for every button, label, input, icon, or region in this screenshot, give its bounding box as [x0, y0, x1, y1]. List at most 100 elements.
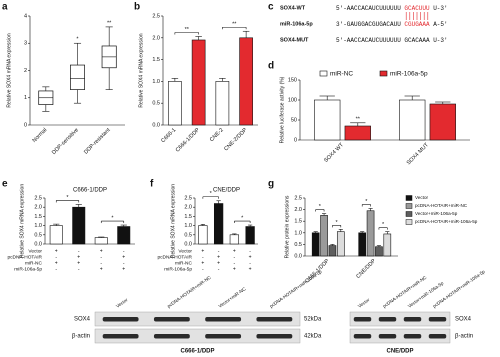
- blot-band: [428, 334, 447, 339]
- lane-label: pcDNA-HOTAIR+miR-NC: [166, 274, 212, 308]
- lane-label: pcDNA-HOTAIR+miR-NC: [382, 274, 428, 308]
- panel-label: c: [268, 2, 274, 13]
- condition-mark: +: [122, 266, 125, 272]
- significance: **: [107, 20, 112, 26]
- condition-mark: -: [249, 248, 251, 254]
- panel-label: b: [134, 2, 140, 13]
- significance: *: [241, 216, 244, 222]
- sequence: 3'-GAUGGACGUGACAUU CGUGAAA A-5': [336, 21, 448, 28]
- y-tick-label: 1.5: [152, 57, 160, 63]
- y-tick-label: 2.5: [294, 195, 302, 201]
- bar: [383, 233, 392, 257]
- condition-mark: -: [234, 260, 236, 266]
- y-tick-label: 0: [294, 137, 297, 143]
- condition-mark: -: [100, 260, 102, 266]
- condition-mark: -: [123, 248, 125, 254]
- binding-site: GCACAAA: [404, 37, 430, 44]
- legend-label: pcDNA-HOTAIR+miR-106a-5p: [415, 219, 478, 224]
- bar: [191, 39, 206, 126]
- legend-label: miR-NC: [330, 71, 353, 78]
- condition-label: miR-106a-5p: [14, 266, 42, 272]
- blot-band: [353, 334, 372, 339]
- bar: [117, 226, 131, 245]
- blot-band: [378, 334, 397, 339]
- y-tick-label: 0: [24, 122, 27, 128]
- y-tick-label: 1.0: [152, 79, 160, 85]
- lane-label: Vector: [357, 297, 371, 309]
- bar: [344, 125, 371, 141]
- significance: *: [319, 204, 322, 210]
- condition-mark: +: [217, 254, 220, 260]
- significance: *: [76, 37, 79, 43]
- y-tick-label: 0.5: [152, 101, 160, 107]
- x-tick-label: C666-1/DDP: [175, 127, 202, 154]
- y-axis-label: Relative SOX4 mRNA expression: [19, 184, 25, 258]
- condition-mark: -: [249, 260, 251, 266]
- y-tick-label: 0.0: [184, 241, 192, 247]
- legend-label: pcDNA-HOTAIR+miR-NC: [415, 203, 468, 208]
- y-tick-label: 100: [288, 97, 297, 103]
- condition-label: pcDNA-HOTAIR: [7, 254, 42, 260]
- blot-band: [153, 317, 190, 322]
- significance: *: [365, 199, 368, 205]
- sequence-part: A-5': [433, 21, 447, 28]
- bar: [229, 234, 240, 245]
- row-label: SOX4: [74, 317, 91, 323]
- panel-label: e: [2, 179, 8, 190]
- sequence-name: SOX4-WT: [280, 5, 306, 11]
- panel-label: d: [268, 61, 274, 72]
- chart-title: C666-1/DDP: [73, 188, 107, 194]
- condition-mark: +: [77, 260, 80, 266]
- y-tick-label: 2.0: [34, 205, 42, 211]
- condition-label: pcDNA-HOTAIR: [157, 254, 192, 260]
- blot-band: [403, 317, 422, 322]
- condition-mark: +: [100, 266, 103, 272]
- condition-mark: +: [55, 260, 58, 266]
- condition-label: Vector: [178, 248, 192, 254]
- condition-mark: -: [55, 266, 57, 272]
- blot-band: [353, 317, 372, 322]
- y-tick-label: 2: [24, 68, 27, 74]
- bar: [198, 225, 208, 245]
- blot-band: [378, 317, 397, 322]
- blot-band: [205, 334, 242, 339]
- bar: [94, 237, 108, 245]
- lane-label: Vector+miR-NC: [218, 286, 248, 309]
- condition-label: miR-106a-5p: [164, 266, 192, 272]
- bar: [320, 215, 328, 257]
- sequence-part: U-3': [433, 37, 447, 44]
- y-tick-label: 0.0: [152, 122, 160, 128]
- y-axis-label: Relative SOX4 mRNA expression: [170, 184, 176, 258]
- sequence-part: 3'-GAUGGACGUGACAUU: [336, 21, 401, 28]
- y-tick-label: 1: [24, 95, 27, 101]
- row-label: β-actin: [455, 334, 473, 340]
- panel-label: f: [150, 179, 154, 190]
- bar: [399, 99, 426, 141]
- box: [70, 64, 85, 90]
- legend-swatch: [319, 70, 328, 77]
- sequence-part: 5'-AACCACAUCUUUUUU: [336, 37, 401, 44]
- lane-label: Vector: [115, 297, 129, 309]
- blot-band: [102, 334, 139, 339]
- y-tick-label: 1.0: [294, 230, 302, 236]
- legend-swatch: [405, 211, 413, 217]
- condition-mark: +: [233, 266, 236, 272]
- bar: [72, 206, 86, 245]
- y-tick-label: 2.5: [34, 195, 42, 201]
- x-tick-label: CNE/DDP: [355, 258, 377, 280]
- condition-mark: -: [78, 248, 80, 254]
- blot-caption: C666-1/DDP: [180, 349, 214, 355]
- significance: *: [66, 195, 69, 201]
- y-tick-label: 0.0: [34, 241, 42, 247]
- bar: [168, 81, 182, 126]
- y-tick-label: 0.5: [294, 242, 302, 248]
- y-tick-label: 1.0: [184, 223, 192, 229]
- condition-mark: +: [122, 254, 125, 260]
- blot-membrane: [349, 328, 451, 344]
- condition-mark: +: [249, 254, 252, 260]
- significance: **: [232, 22, 237, 28]
- bar: [358, 232, 367, 257]
- bar: [429, 103, 456, 141]
- condition-mark: -: [202, 266, 204, 272]
